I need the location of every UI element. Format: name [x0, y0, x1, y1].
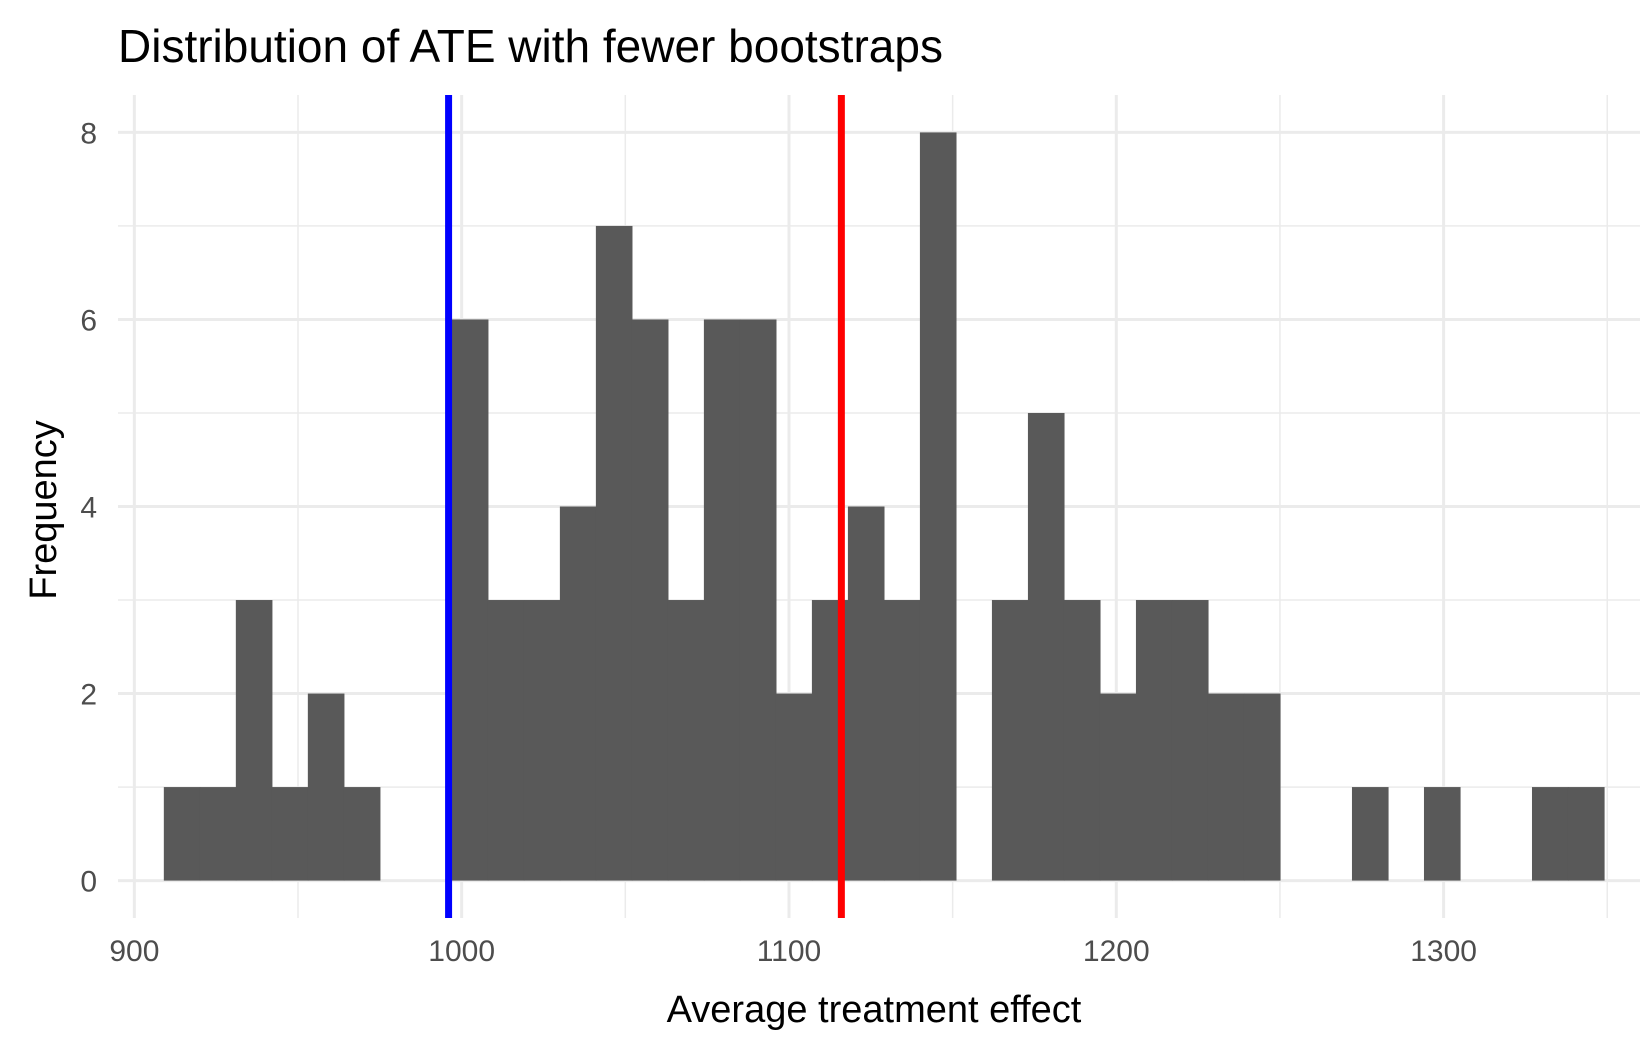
histogram-bar: [667, 600, 705, 881]
histogram-bar: [1243, 693, 1281, 881]
histogram-bar: [271, 787, 309, 881]
histogram-bar: [919, 132, 957, 881]
histogram-bar: [487, 600, 525, 881]
histogram-bar: [1567, 787, 1605, 881]
histogram-bar: [1063, 600, 1101, 881]
x-tick-label: 900: [109, 935, 159, 968]
x-tick-label: 1000: [428, 935, 495, 968]
y-axis-ticks: 0 2 4 6 8: [80, 117, 97, 898]
histogram-bar: [1207, 693, 1245, 881]
x-tick-label: 1100: [757, 935, 822, 968]
x-tick-label: 1200: [1083, 935, 1150, 968]
histogram-bar: [1423, 787, 1461, 881]
histogram-bar: [775, 693, 813, 881]
histogram-bar: [451, 319, 489, 881]
histogram-bars: [163, 132, 1605, 881]
histogram-bar: [631, 319, 669, 881]
histogram-bar: [1171, 600, 1209, 881]
histogram-bar: [1531, 787, 1569, 881]
y-tick-label: 0: [80, 866, 97, 899]
histogram-bar: [307, 693, 345, 881]
histogram-bar: [523, 600, 561, 881]
reference-lines: [445, 95, 845, 918]
chart-title: Distribution of ATE with fewer bootstrap…: [118, 20, 943, 72]
histogram-bar: [595, 225, 633, 881]
histogram-bar: [1027, 412, 1065, 881]
histogram-bar: [703, 319, 741, 881]
y-tick-label: 8: [80, 117, 97, 150]
y-tick-label: 4: [80, 492, 97, 525]
histogram-bar: [847, 506, 885, 881]
histogram-bar: [991, 600, 1029, 881]
histogram-bar: [163, 787, 201, 881]
histogram-bar: [199, 787, 237, 881]
histogram-bar: [1099, 693, 1137, 881]
histogram-bar: [559, 506, 597, 881]
y-tick-label: 6: [80, 304, 97, 337]
histogram-bar: [883, 600, 921, 881]
histogram-bar: [1135, 600, 1173, 881]
histogram-bar: [235, 600, 273, 881]
x-axis-ticks: 900 1000 1100 1200 1300: [109, 935, 1477, 968]
y-axis-title: Frequency: [23, 420, 65, 600]
histogram-bar: [739, 319, 777, 881]
y-tick-label: 2: [80, 679, 97, 712]
x-tick-label: 1300: [1410, 935, 1477, 968]
x-axis-title: Average treatment effect: [667, 989, 1082, 1031]
histogram-bar: [1351, 787, 1389, 881]
histogram-bar: [343, 787, 381, 881]
